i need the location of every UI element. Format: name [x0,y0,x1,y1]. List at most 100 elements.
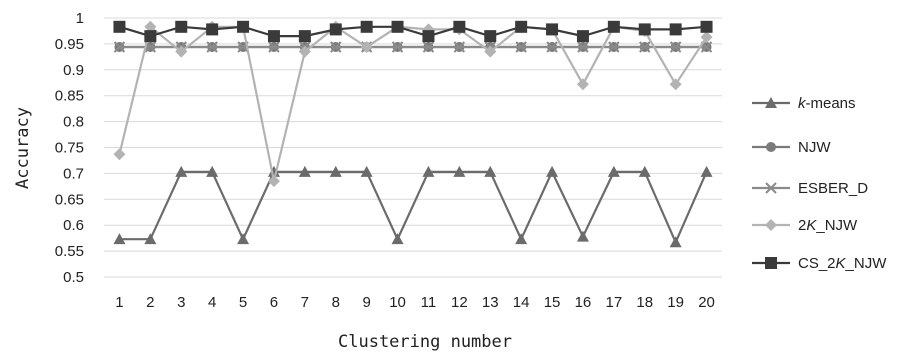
series-2 [113,41,713,53]
data-point [515,41,527,53]
data-point [237,20,250,33]
y-tick-label: 0.7 [63,165,84,182]
legend-marker [766,142,776,152]
series-3 [113,20,713,188]
data-point [669,236,682,248]
legend-label: CS_2K_NJW [798,255,887,272]
x-tick-label: 5 [239,294,247,311]
data-point [329,165,342,177]
data-point [576,30,589,43]
data-point [669,78,682,91]
data-point [422,30,435,43]
y-tick-label: 0.85 [55,88,84,105]
x-tick-label: 1 [115,294,123,311]
data-point [453,41,466,53]
data-point [360,165,373,177]
y-tick-label: 0.75 [55,140,84,157]
x-tick-label: 13 [482,294,499,311]
data-point [576,230,589,242]
x-tick-label: 19 [667,294,684,311]
data-point [113,233,126,245]
data-point [577,41,589,53]
series-line [119,169,708,246]
x-tick-label: 4 [208,294,216,311]
legend-item: ESBER_D [752,180,868,197]
data-point [638,165,651,177]
data-point [298,165,311,177]
x-axis-title: Clustering number [338,332,512,352]
data-point [546,165,559,177]
x-tick-label: 15 [544,294,561,311]
data-point [267,165,280,177]
legend-item: 2K_NJW [752,217,858,234]
y-axis-ticks: 0.5 0.55 0.6 0.65 0.7 0.75 0.8 0.85 0.9 0.95 1 [55,10,84,286]
data-point [546,23,559,36]
x-axis-ticks: 1 2 3 4 5 6 7 8 9 10 11 12 13 14 15 16 17 18 19 20 [115,294,715,311]
data-point [391,233,404,245]
legend-label: NJW [798,139,831,156]
data-point [484,30,497,43]
legend-item: k-means [752,95,856,112]
data-point [639,41,651,53]
data-point [144,30,157,43]
data-point [515,20,528,33]
legend-marker [765,257,777,269]
data-point [298,30,311,43]
data-point [113,20,126,33]
data-point [329,23,342,36]
data-point [546,41,558,53]
data-point [669,23,682,36]
data-point [700,20,713,33]
data-point [422,41,435,53]
data-point [422,165,435,177]
y-axis-title: Accuracy [13,107,33,189]
data-point [206,165,219,177]
legend-label: 2K_NJW [798,217,858,234]
data-point [113,41,126,53]
grid [104,17,722,278]
series-line [118,24,708,182]
x-tick-label: 7 [301,294,309,311]
x-tick-label: 16 [575,294,592,311]
legend-label: ESBER_D [798,180,868,197]
x-tick-label: 6 [270,294,278,311]
x-tick-label: 9 [362,294,370,311]
y-tick-label: 0.9 [63,62,84,79]
data-point [175,20,188,33]
data-point [360,20,373,33]
data-point [576,78,589,91]
data-point [484,45,497,58]
data-point [391,20,404,33]
legend-marker [765,182,777,194]
data-point [669,41,682,53]
data-point [206,23,219,36]
data-point [298,45,311,58]
legend-item: CS_2K_NJW [752,255,887,272]
series-0 [113,165,713,248]
x-tick-label: 12 [451,294,468,311]
y-tick-label: 0.5 [63,269,84,286]
x-tick-label: 10 [389,294,406,311]
data-point [453,165,466,177]
y-tick-label: 0.8 [63,114,84,131]
data-point [268,41,280,53]
data-point [484,165,497,177]
legend-label: k-means [798,95,856,112]
x-tick-label: 17 [606,294,623,311]
data-point [700,165,713,177]
data-point [453,20,466,33]
x-tick-label: 8 [332,294,340,311]
data-point [206,41,218,53]
data-point [267,30,280,43]
y-tick-label: 0.95 [55,36,84,53]
data-point [700,31,713,44]
y-tick-label: 0.6 [63,217,84,234]
y-tick-label: 1 [76,10,84,27]
y-tick-label: 0.65 [55,191,84,208]
x-tick-label: 20 [698,294,715,311]
x-tick-label: 11 [421,294,437,311]
data-point [607,20,620,33]
legend-item: NJW [752,139,831,156]
legend: k-means NJW ESBER_D 2K_NJW CS_2K_NJW [752,95,887,272]
